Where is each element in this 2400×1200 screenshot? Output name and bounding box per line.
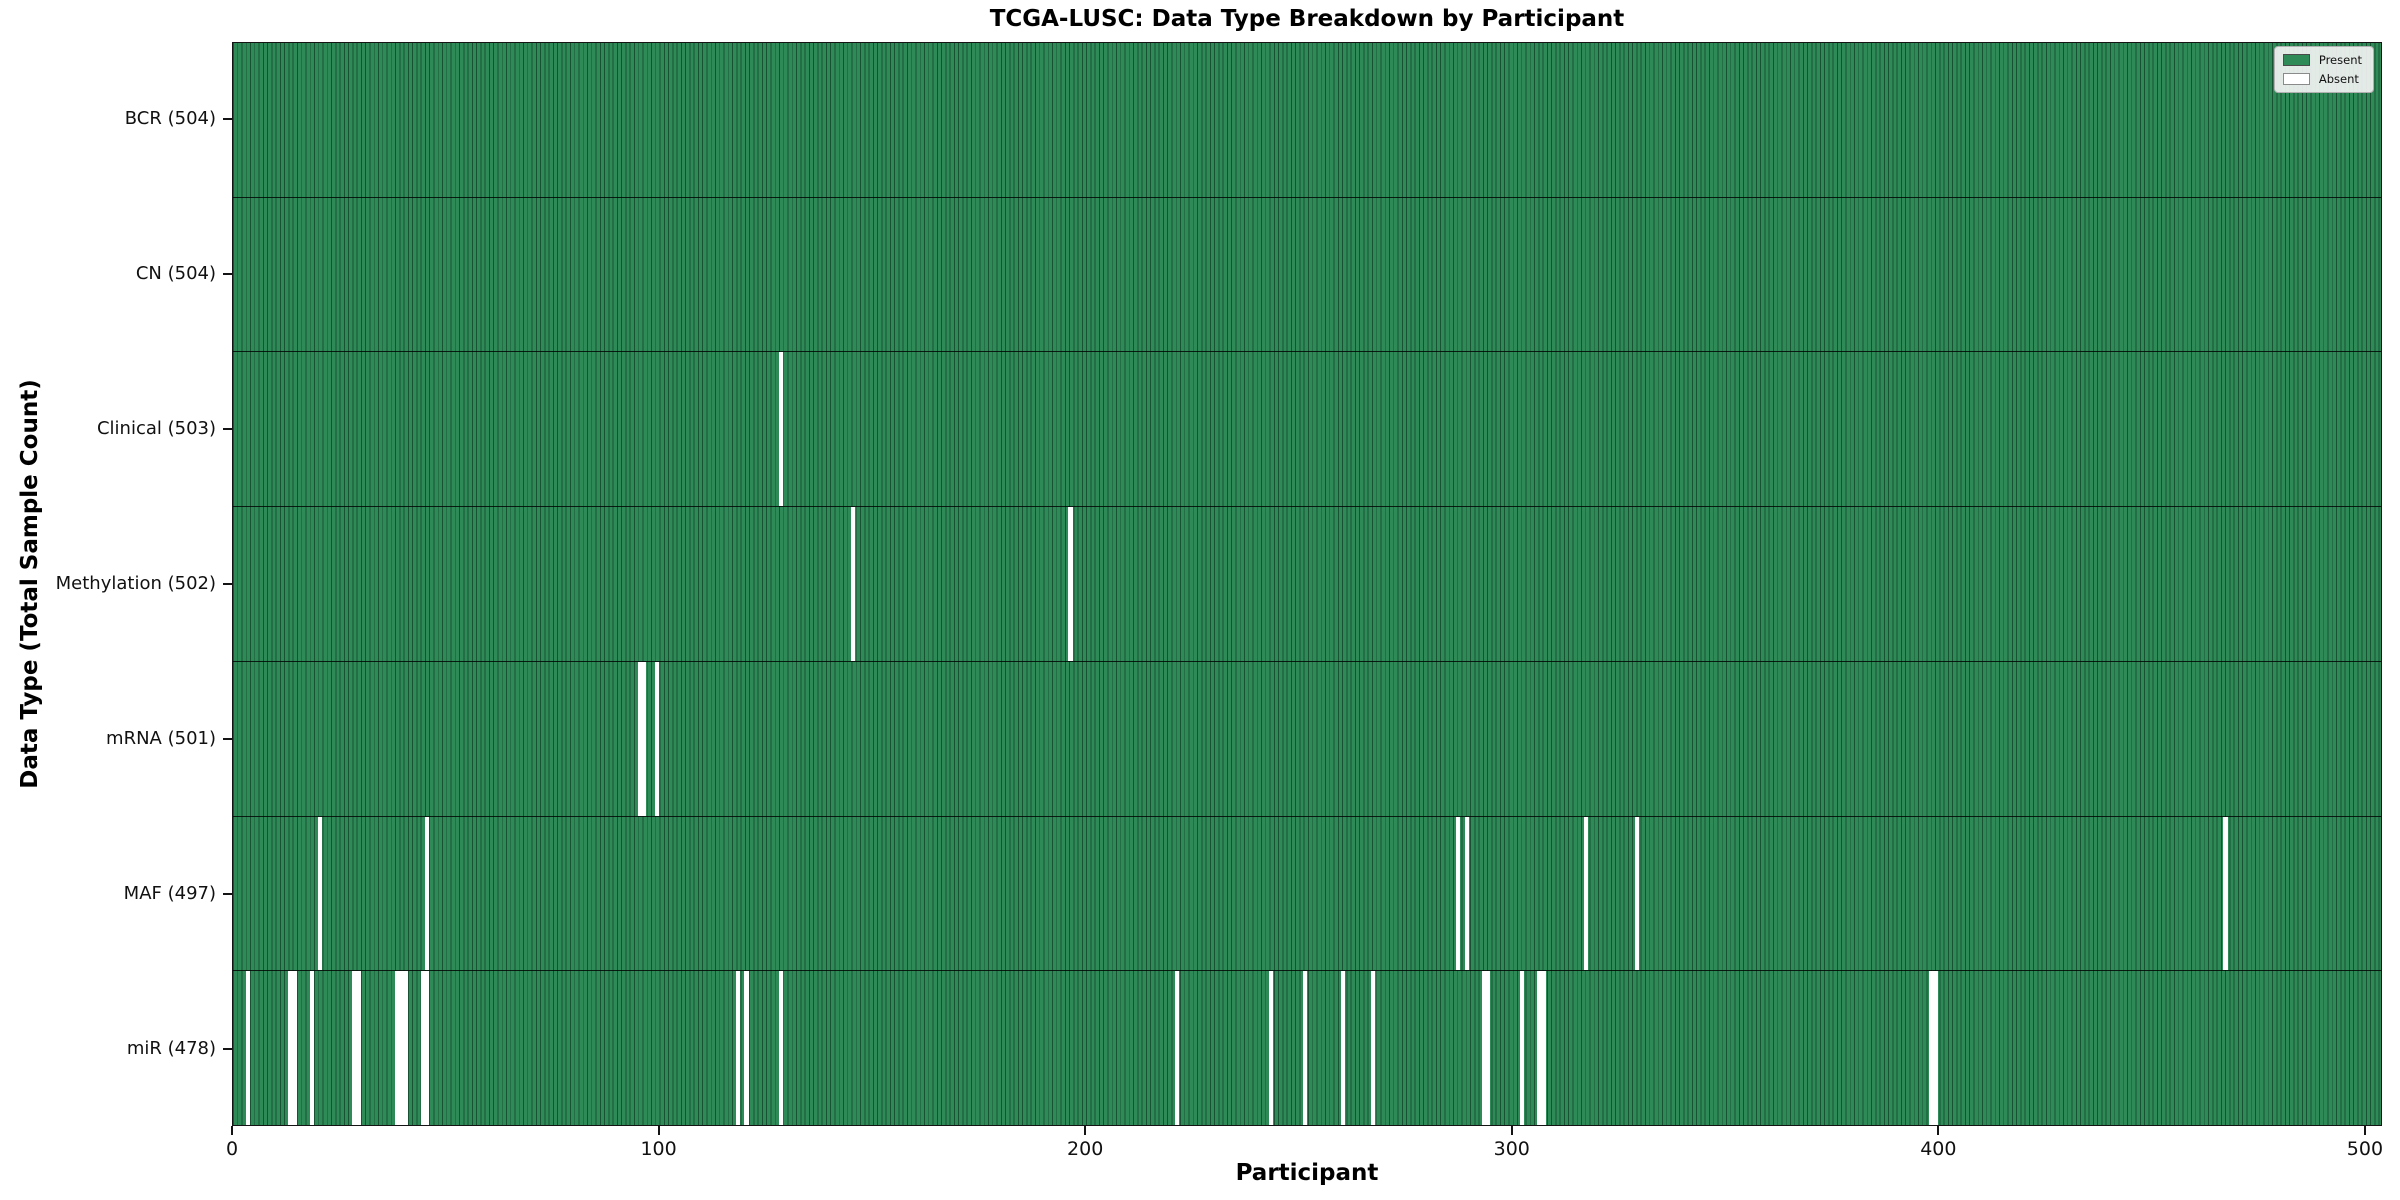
ytick-mark-clinical [223, 428, 232, 431]
xtick-label-100: 100 [640, 1138, 677, 1160]
ytick-label-mir: miR (478) [126, 1037, 216, 1059]
x-axis-label: Participant [1235, 1160, 1379, 1186]
absent-swatch-icon [2282, 73, 2310, 85]
ytick-mark-mir [223, 1047, 232, 1050]
xtick-mark-500 [2363, 1126, 2366, 1135]
absent-gap-methylation-145 [850, 507, 856, 661]
legend-entry-absent: Absent [2282, 72, 2362, 86]
absent-gap-maf-20 [318, 816, 323, 971]
ytick-mark-maf [223, 892, 232, 895]
absent-gap-maf-329 [1635, 816, 1640, 971]
absent-gap-mir-293 [1481, 971, 1491, 1126]
absent-gap-mir-251 [1302, 971, 1307, 1126]
absent-gap-mir-118 [735, 971, 741, 1126]
ytick-label-cn: CN (504) [135, 263, 216, 285]
absent-gap-maf-45 [424, 816, 430, 971]
absent-gap-clinical-128 [778, 352, 783, 507]
xtick-label-200: 200 [1067, 1138, 1104, 1160]
absent-gap-mir-28 [352, 971, 361, 1126]
legend: Present Absent [2273, 46, 2374, 93]
absent-gap-maf-467 [2223, 816, 2228, 971]
absent-gap-maf-287 [1456, 816, 1461, 971]
ytick-mark-mrna [223, 737, 232, 740]
xtick-mark-100 [657, 1126, 660, 1135]
row-maf [233, 815, 2381, 971]
absent-gap-mir-306 [1537, 971, 1546, 1126]
xtick-mark-200 [1084, 1126, 1087, 1135]
xtick-label-0: 0 [225, 1138, 239, 1160]
absent-gap-methylation-196 [1068, 507, 1073, 661]
xtick-mark-0 [231, 1126, 233, 1135]
absent-gap-mir-302 [1520, 971, 1525, 1126]
row-clinical [233, 351, 2381, 507]
xtick-mark-400 [1937, 1126, 1940, 1135]
chart-title: TCGA-LUSC: Data Type Breakdown by Partic… [989, 6, 1625, 32]
row-bcr [233, 43, 2381, 197]
xtick-label-300: 300 [1493, 1138, 1530, 1160]
absent-gap-mir-243 [1268, 971, 1273, 1126]
absent-gap-mir-120 [744, 971, 749, 1126]
absent-gap-mir-267 [1370, 971, 1376, 1126]
row-methylation [233, 506, 2381, 661]
ytick-mark-bcr [223, 118, 232, 121]
ytick-mark-methylation [223, 583, 232, 585]
absent-gap-maf-289 [1464, 816, 1469, 971]
present-swatch-icon [2282, 54, 2310, 66]
absent-gap-mir-398 [1929, 971, 1938, 1126]
absent-gap-mrna-99 [654, 661, 660, 816]
xtick-label-500: 500 [2346, 1138, 2384, 1160]
absent-gap-mir-128 [778, 971, 783, 1126]
absent-gap-mir-13 [288, 971, 297, 1126]
ytick-label-clinical: Clinical (503) [96, 418, 216, 440]
absent-gap-mir-18 [309, 971, 314, 1126]
ytick-mark-cn [223, 273, 232, 276]
xtick-mark-300 [1510, 1126, 1513, 1135]
ytick-label-mrna: mRNA (501) [106, 727, 216, 749]
plot-area [232, 42, 2382, 1126]
legend-entry-present: Present [2282, 53, 2362, 67]
row-cn [233, 196, 2381, 352]
absent-gap-mrna-95 [637, 661, 647, 816]
legend-label-absent: Absent [2318, 72, 2359, 86]
absent-gap-mir-38 [394, 971, 408, 1126]
row-mir [233, 970, 2381, 1126]
ytick-label-methylation: Methylation (502) [55, 573, 216, 594]
absent-gap-mir-44 [420, 971, 430, 1126]
xtick-label-400: 400 [1920, 1138, 1957, 1160]
absent-gap-mir-221 [1174, 971, 1180, 1126]
absent-gap-mir-3 [245, 971, 251, 1126]
ytick-label-maf: MAF (497) [123, 882, 216, 904]
absent-gap-mir-260 [1341, 971, 1346, 1126]
ytick-label-bcr: BCR (504) [124, 108, 216, 130]
absent-gap-maf-317 [1584, 816, 1589, 971]
row-mrna [233, 660, 2381, 816]
legend-label-present: Present [2318, 53, 2362, 67]
